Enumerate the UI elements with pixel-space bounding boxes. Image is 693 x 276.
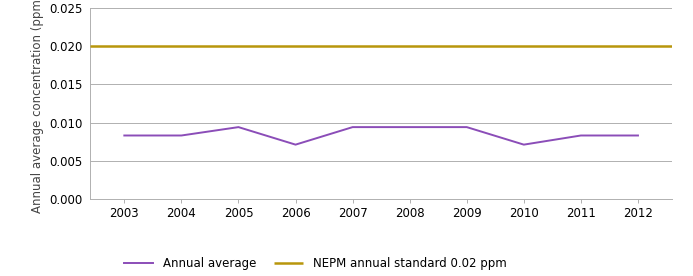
Annual average xyxy=(634,134,642,137)
Annual average xyxy=(234,126,243,129)
Annual average xyxy=(405,126,414,129)
Annual average xyxy=(577,134,585,137)
Annual average xyxy=(177,134,186,137)
Line: Annual average: Annual average xyxy=(124,127,638,145)
Annual average xyxy=(463,126,471,129)
Annual average xyxy=(520,143,528,146)
Annual average xyxy=(291,143,299,146)
Y-axis label: Annual average concentration (ppm): Annual average concentration (ppm) xyxy=(30,0,44,213)
Annual average xyxy=(349,126,357,129)
Legend: Annual average, NEPM annual standard 0.02 ppm: Annual average, NEPM annual standard 0.0… xyxy=(119,252,511,275)
Annual average xyxy=(120,134,128,137)
